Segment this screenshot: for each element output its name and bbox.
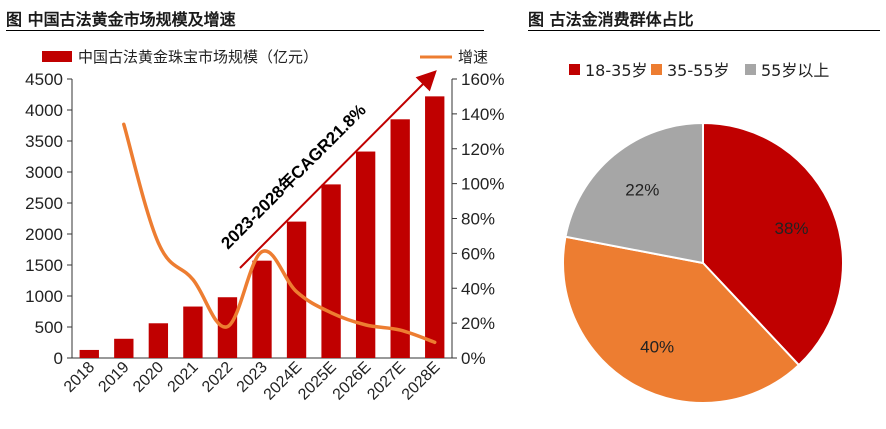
right-title-rule — [528, 30, 880, 31]
pie-legend-swatch — [745, 64, 756, 75]
y-left-tick-label: 2000 — [25, 225, 63, 244]
bar-2028E — [425, 96, 445, 359]
growth-line — [122, 122, 437, 345]
x-tick-label: 2026E — [330, 359, 375, 404]
pie-slice-18-35岁 — [702, 121, 844, 367]
y-left-tick-label: 1500 — [25, 256, 63, 275]
y-right-tick-label: 80% — [461, 210, 495, 229]
y-left-tick-label: 4500 — [25, 70, 63, 89]
y-left-tick-label: 2500 — [25, 194, 63, 213]
pie-legend-label: 18-35岁 — [585, 61, 648, 80]
bar-2025E — [321, 184, 341, 358]
pie-data-label: 40% — [640, 337, 674, 356]
y-right-tick-label: 160% — [461, 70, 504, 89]
y-left-tick-label: 0 — [54, 349, 63, 368]
pie-slice-35-55岁 — [562, 235, 801, 404]
y-left-tick-label: 3500 — [25, 132, 63, 151]
x-tick-label: 2021 — [165, 359, 202, 396]
y-right-tick-label: 120% — [461, 140, 504, 159]
x-tick-label: 2018 — [61, 359, 98, 396]
legend-bar-label: 中国古法黄金珠宝市场规模（亿元） — [78, 48, 318, 66]
legend-line-label: 增速 — [458, 48, 488, 66]
y-right-tick-label: 60% — [461, 244, 495, 263]
bar-2023 — [252, 260, 272, 358]
pie-legend-label: 55岁以上 — [761, 61, 829, 80]
left-chart-title: 图 中国古法黄金市场规模及增速 — [6, 10, 236, 29]
x-tick-label: 2025E — [295, 359, 340, 404]
y-left-tick-label: 4000 — [25, 101, 63, 120]
y-right-tick-label: 100% — [461, 175, 504, 194]
y-left-tick-label: 500 — [35, 318, 63, 337]
pie-data-label: 38% — [774, 219, 808, 238]
pie-slice-55岁以上 — [564, 121, 704, 265]
y-right-tick-label: 0% — [461, 349, 486, 368]
x-tick-label: 2020 — [130, 359, 167, 396]
y-left-tick-label: 1000 — [25, 287, 63, 306]
x-tick-label: 2027E — [364, 359, 409, 404]
left-title-rule — [6, 30, 484, 31]
cagr-arrow — [239, 70, 437, 269]
x-tick-label: 2024E — [261, 359, 306, 404]
bar-2019 — [114, 338, 134, 358]
x-tick-label: 2028E — [399, 359, 444, 404]
bar-2020 — [148, 323, 169, 358]
pie-legend-swatch — [651, 64, 662, 75]
right-chart-title: 图 古法金消费群体占比 — [528, 10, 694, 29]
bar-2018 — [79, 349, 99, 358]
bar-2026E — [355, 151, 376, 358]
y-right-tick-label: 20% — [461, 314, 495, 333]
legend-bar-swatch — [42, 51, 72, 62]
pie-data-label: 22% — [625, 181, 659, 200]
pie-legend-swatch — [569, 64, 580, 75]
y-right-tick-label: 40% — [461, 279, 495, 298]
pie-legend-label: 35-55岁 — [667, 61, 730, 80]
y-left-tick-label: 3000 — [25, 163, 63, 182]
x-tick-label: 2022 — [199, 359, 236, 396]
bar-2021 — [183, 306, 203, 358]
bar-2027E — [390, 119, 410, 358]
y-right-tick-label: 140% — [461, 105, 504, 124]
x-tick-label: 2019 — [95, 359, 132, 396]
